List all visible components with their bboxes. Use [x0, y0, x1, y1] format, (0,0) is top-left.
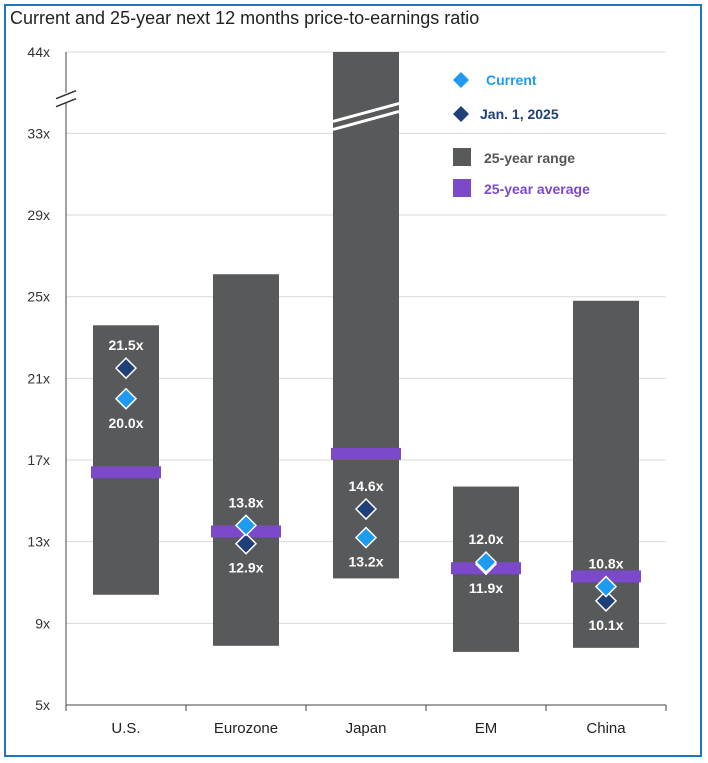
current-marker [354, 526, 378, 549]
y-tick-label: 9x [35, 615, 50, 631]
legend-average-label: 25-year average [484, 181, 590, 197]
jan-2025-marker [354, 497, 378, 521]
legend-range-label: 25-year range [484, 150, 575, 166]
x-category-label: China [586, 720, 626, 737]
current-marker [594, 575, 618, 598]
legend-current-swatch [453, 72, 469, 88]
axis-break-mark [55, 97, 77, 108]
current-data-label: 12.0x [468, 531, 503, 547]
x-category-label: Japan [346, 720, 387, 737]
current-data-label: 13.8x [228, 494, 263, 510]
y-tick-label: 21x [27, 370, 50, 386]
jan-data-label: 12.9x [228, 560, 263, 576]
current-marker [234, 514, 258, 537]
axis-break-mark [55, 89, 77, 100]
legend-jan-swatch [453, 106, 469, 122]
axis-break-gap [58, 92, 74, 103]
average-marker [91, 466, 161, 479]
current-data-label: 10.8x [588, 556, 623, 572]
range-bar [333, 52, 399, 579]
legend-average-swatch [453, 179, 471, 197]
current-marker [114, 387, 138, 410]
y-tick-label: 25x [27, 289, 50, 305]
x-category-label: U.S. [111, 720, 140, 737]
bar-break-stripe [332, 102, 400, 123]
x-category-label: EM [475, 720, 498, 737]
y-tick-label: 33x [27, 125, 50, 141]
jan-2025-marker [594, 589, 618, 612]
range-bar [213, 274, 279, 646]
jan-data-label: 21.5x [108, 337, 143, 353]
bar-break-stripe [332, 110, 400, 131]
legend-range-swatch [453, 148, 471, 166]
y-tick-label: 29x [27, 207, 50, 223]
jan-2025-marker [114, 357, 138, 380]
average-marker [331, 447, 401, 460]
y-tick-label: 44x [27, 44, 50, 60]
y-tick-label: 13x [27, 534, 50, 550]
current-data-label: 20.0x [108, 415, 143, 431]
jan-data-label: 10.1x [588, 617, 623, 633]
legend-current-label: Current [486, 72, 537, 88]
y-tick-label: 17x [27, 452, 50, 468]
legend-jan-label: Jan. 1, 2025 [480, 106, 559, 122]
chart-title: Current and 25-year next 12 months price… [10, 8, 480, 28]
jan-2025-marker [234, 532, 258, 555]
current-marker [474, 551, 498, 574]
current-data-label: 13.2x [348, 554, 383, 570]
x-category-label: Eurozone [214, 720, 278, 737]
jan-data-label: 14.6x [348, 478, 383, 494]
jan-data-label: 11.9x [469, 580, 503, 596]
y-tick-label: 5x [35, 697, 50, 713]
